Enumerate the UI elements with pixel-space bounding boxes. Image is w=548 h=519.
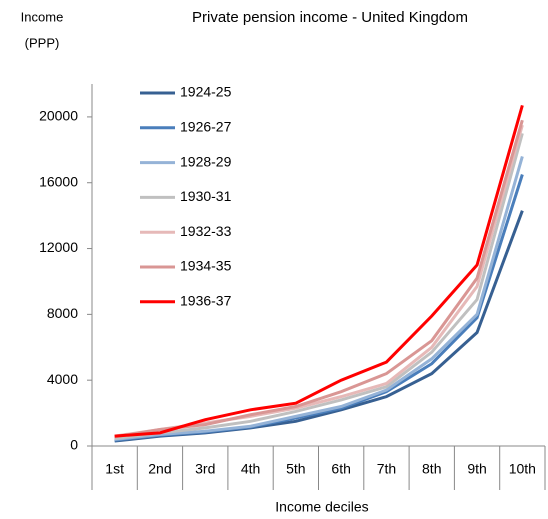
x-tick-label: 5th [286,461,305,477]
x-tick-label: 9th [467,461,486,477]
legend-label: 1930-31 [180,188,232,204]
legend-label: 1926-27 [180,119,232,135]
legend-label: 1932-33 [180,223,232,239]
x-tick-label: 6th [331,461,350,477]
chart-title: Private pension income - United Kingdom [192,9,468,26]
x-tick-label: 3rd [195,461,215,477]
y-tick-label: 8000 [47,305,78,321]
line [114,119,524,439]
x-tick-label: 7th [377,461,396,477]
y-tick-label: 0 [70,437,78,453]
legend-label: 1934-35 [180,258,232,274]
x-tick-label: 10th [509,461,536,477]
y-tick-label: 16000 [39,173,78,189]
x-tick-label: 2nd [148,461,171,477]
y-tick-label: 12000 [39,239,78,255]
x-tick-label: 1st [105,461,124,477]
y-axis-title: (PPP) [25,35,60,50]
legend-label: 1928-29 [180,153,232,169]
legend-label: 1924-25 [180,84,232,100]
y-tick-label: 20000 [39,108,78,124]
line [114,155,524,441]
x-tick-label: 4th [241,461,260,477]
legend-label: 1936-37 [180,293,232,309]
x-tick-label: 8th [422,461,441,477]
line [114,104,524,438]
line [114,132,524,441]
y-tick-label: 4000 [47,371,78,387]
x-axis-title: Income deciles [275,499,368,515]
y-axis-title: Income [21,9,64,24]
